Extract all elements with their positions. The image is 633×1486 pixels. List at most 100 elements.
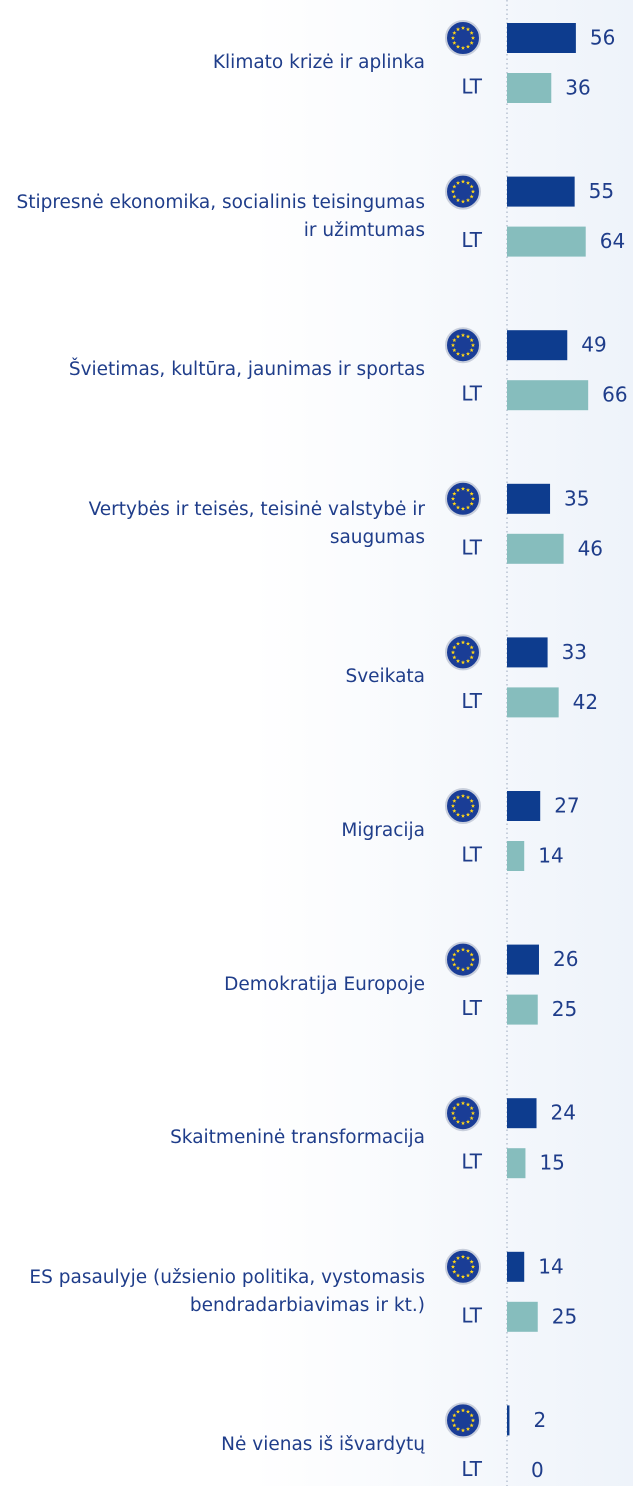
- eu-flag: [445, 20, 481, 56]
- flag-star: [460, 1254, 466, 1259]
- flag-star: [469, 501, 474, 506]
- flag-star: [450, 803, 456, 808]
- flag-star: [452, 655, 457, 660]
- flag-star: [452, 491, 457, 496]
- flag-star: [452, 1423, 457, 1428]
- flag-star: [452, 962, 457, 967]
- flag-star: [469, 30, 474, 35]
- flag-star: [465, 351, 471, 356]
- value-label: 55: [589, 179, 614, 203]
- flag-star: [460, 967, 466, 972]
- series-label: LT: [461, 1303, 482, 1327]
- category-label: Nė vienas iš išvardytų: [221, 1434, 425, 1456]
- flag-star: [470, 343, 476, 347]
- flag-star: [469, 1116, 474, 1120]
- eu-flag: [445, 634, 481, 671]
- bar: [507, 330, 568, 361]
- bar: [507, 1405, 510, 1436]
- flag-star: [470, 189, 476, 194]
- flag-star: [452, 501, 457, 506]
- series-label: LT: [461, 75, 482, 99]
- category-label: Stipresnė ekonomika, socialinis teisingu…: [16, 191, 425, 241]
- flag-star: [469, 1413, 474, 1418]
- flag-star: [455, 641, 461, 646]
- flag-star: [470, 496, 476, 501]
- flag-star: [470, 1264, 476, 1269]
- flag-star: [460, 333, 466, 337]
- flag-star: [460, 25, 466, 30]
- flag-disc: [445, 1095, 481, 1132]
- category-label: Migracija: [341, 820, 425, 841]
- flag-star: [465, 641, 471, 646]
- flag-star: [450, 189, 456, 194]
- flag-star: [455, 1409, 461, 1414]
- flag-star: [452, 30, 457, 35]
- flag-star: [455, 198, 461, 203]
- series-label: LT: [461, 382, 482, 406]
- flag-star: [465, 1119, 471, 1124]
- flag-star: [465, 948, 471, 953]
- flag-star: [469, 338, 474, 342]
- eu-flag: [445, 173, 481, 210]
- flag-star: [452, 798, 457, 803]
- value-label: 14: [538, 1254, 563, 1278]
- flag-star: [465, 27, 471, 32]
- flag-disc: [445, 173, 481, 210]
- category-label: Demokratija Europoje: [224, 973, 425, 995]
- category-label: ES pasaulyje (užsienio politika, vystoma…: [29, 1266, 425, 1316]
- bar: [507, 73, 552, 103]
- flag-star: [460, 506, 466, 511]
- value-label: 0: [531, 1458, 544, 1482]
- flag-star: [460, 660, 466, 665]
- flag-disc: [445, 327, 481, 364]
- flag-star: [455, 812, 461, 817]
- flag-star: [470, 35, 476, 40]
- flag-star: [450, 957, 456, 962]
- flag-disc: [445, 788, 481, 824]
- value-label: 49: [581, 333, 606, 357]
- flag-star: [470, 1418, 476, 1423]
- eu-flag: [445, 941, 481, 978]
- flag-star: [450, 35, 456, 40]
- flag-star: [452, 808, 457, 813]
- eu-flag: [445, 1248, 481, 1285]
- value-label: 2: [533, 1408, 546, 1432]
- flag-star: [455, 658, 461, 663]
- series-label: LT: [461, 996, 482, 1020]
- flag-star: [465, 795, 471, 800]
- flag-star: [460, 486, 466, 491]
- category-label: Švietimas, kultūra, jaunimas ir sportas: [68, 359, 425, 381]
- flag-star: [452, 348, 457, 352]
- flag-star: [455, 351, 461, 356]
- flag-star: [469, 348, 474, 352]
- category-label: Vertybės ir teisės, teisinė valstybė ir …: [88, 498, 425, 548]
- eu-flag: [445, 327, 481, 364]
- flag-star: [460, 813, 466, 818]
- flag-star: [460, 45, 466, 50]
- flag-star: [465, 1409, 471, 1414]
- flag-star: [455, 180, 461, 185]
- eu-flag: [445, 1402, 481, 1439]
- flag-star: [452, 184, 457, 189]
- eu-flag: [445, 788, 481, 824]
- bar: [507, 791, 541, 821]
- series-label: LT: [461, 535, 482, 559]
- eu-flag: [445, 1095, 481, 1132]
- flag-star: [455, 1273, 461, 1278]
- bar: [507, 23, 576, 53]
- category-label: Sveikata: [345, 666, 425, 688]
- flag-star: [465, 505, 471, 510]
- flag-star: [460, 1428, 466, 1433]
- flag-star: [450, 1111, 456, 1115]
- flag-star: [470, 803, 476, 808]
- flag-star: [450, 496, 456, 501]
- flag-star: [465, 658, 471, 663]
- flag-disc: [445, 634, 481, 671]
- flag-star: [455, 1102, 461, 1107]
- value-label: 46: [578, 536, 603, 560]
- flag-star: [469, 1259, 474, 1264]
- flag-star: [470, 957, 476, 962]
- flag-star: [452, 194, 457, 199]
- flag-star: [452, 952, 457, 957]
